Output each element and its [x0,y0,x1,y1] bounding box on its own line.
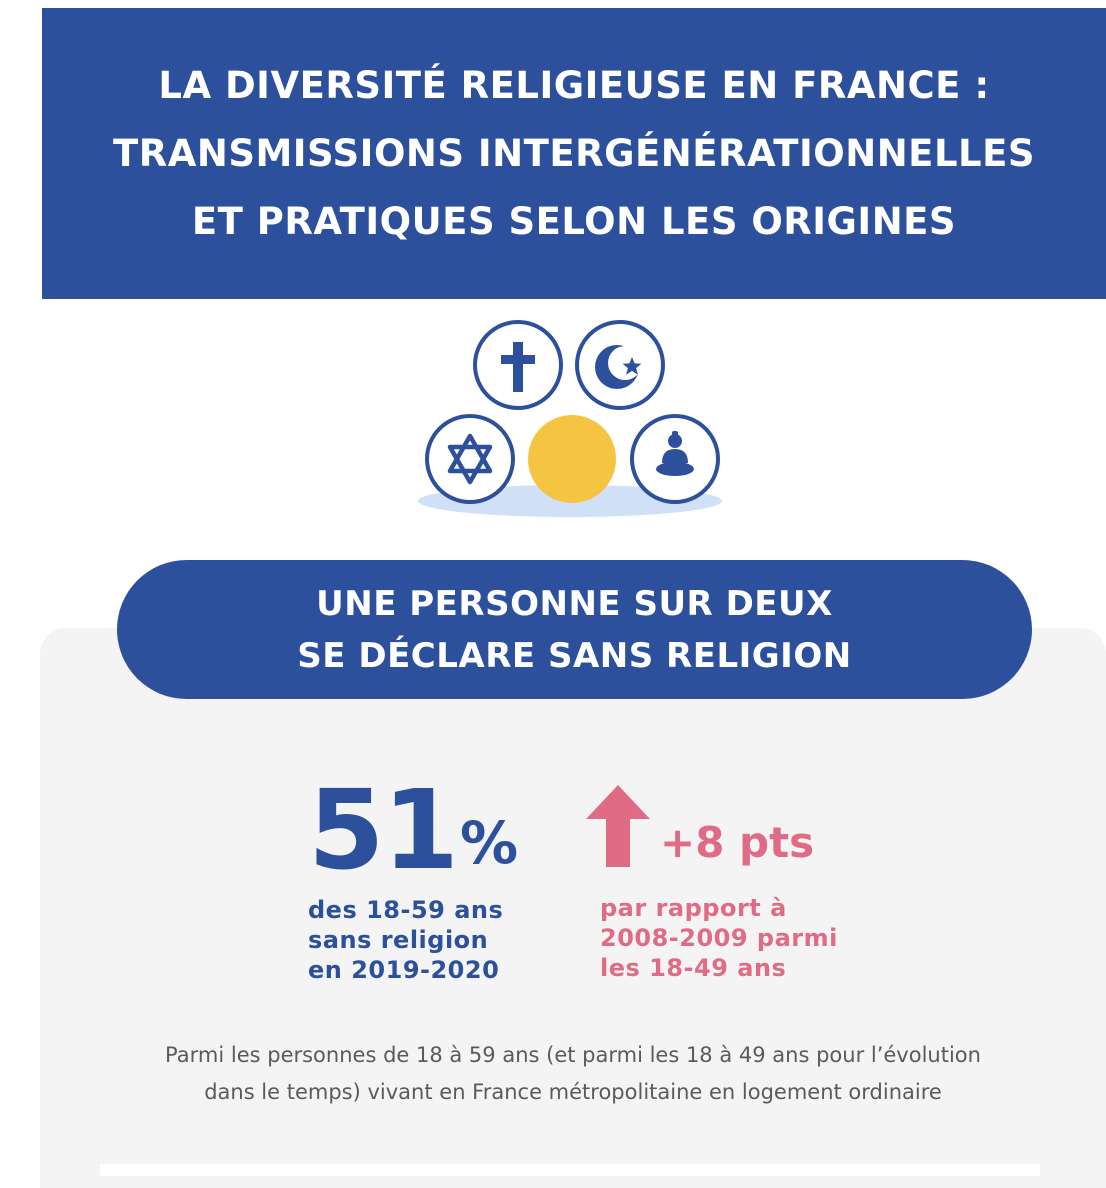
sun-icon [528,415,616,503]
title-line-3: ET PRATIQUES SELON LES ORIGINES [191,199,957,243]
crescent-star-icon [575,320,665,410]
up-arrow-icon [586,785,650,867]
buddha-icon [630,414,720,504]
title-line-2: TRANSMISSIONS INTERGÉNÉRATIONNELLES [112,131,1036,175]
headline-line-2: SE DÉCLARE SANS RELIGION [297,635,852,676]
change-desc-line-2: 2008-2009 parmi [600,924,838,952]
cross-icon [473,320,563,410]
stat-description: des 18-59 ans sans religion en 2019-2020 [308,895,503,985]
star-of-david-icon [425,414,515,504]
title-line-1: LA DIVERSITÉ RELIGIEUSE EN FRANCE : [158,63,990,107]
stat-unit: % [460,809,519,877]
headline-pill: UNE PERSONNE SUR DEUX SE DÉCLARE SANS RE… [117,560,1032,699]
change-description: par rapport à 2008-2009 parmi les 18-49 … [600,893,838,983]
headline-line-1: UNE PERSONNE SUR DEUX [316,583,833,624]
footnote-line-2: dans le temps) vivant en France métropol… [204,1080,942,1104]
footnote: Parmi les personnes de 18 à 59 ans (et p… [100,1037,1046,1111]
stat-value: 51 [308,766,459,894]
stat-desc-line-2: sans religion [308,926,489,954]
stat-desc-line-3: en 2019-2020 [308,956,500,984]
change-desc-line-1: par rapport à [600,894,787,922]
next-card-edge [100,1164,1040,1176]
change-value: +8 pts [660,818,815,867]
religion-icons-group [410,315,730,525]
stats-panel [40,628,1106,1188]
stat-desc-line-1: des 18-59 ans [308,896,504,924]
title-banner: LA DIVERSITÉ RELIGIEUSE EN FRANCE : TRAN… [42,8,1106,299]
footnote-line-1: Parmi les personnes de 18 à 59 ans (et p… [165,1043,981,1067]
change-desc-line-3: les 18-49 ans [600,954,787,982]
